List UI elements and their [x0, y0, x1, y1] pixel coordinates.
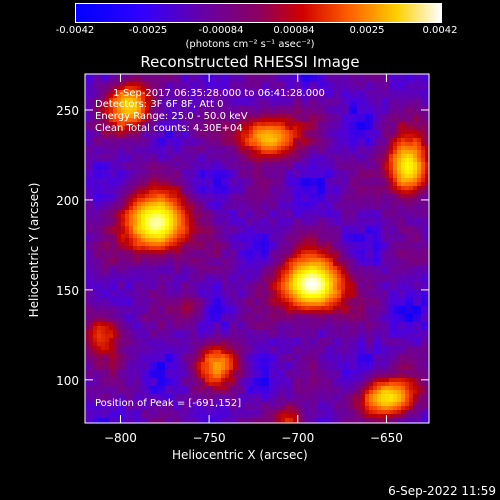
colorbar-gradient [76, 4, 441, 22]
y-tick-label: 250 [56, 104, 79, 118]
annotation-energy: Energy Range: 25.0 - 50.0 keV [95, 111, 248, 122]
heatmap-cells [85, 74, 429, 423]
colorbar-tick-label: 0.0042 [422, 25, 458, 36]
colorbar-tick-label: -0.0042 [55, 25, 95, 36]
x-tick-label: −800 [104, 431, 137, 445]
y-axis-title: Heliocentric Y (arcsec) [27, 182, 41, 318]
x-axis-title: Heliocentric X (arcsec) [172, 448, 308, 462]
annotation-clean: Clean Total counts: 4.30E+04 [95, 123, 243, 134]
colorbar-tick-label: 0.00084 [273, 25, 315, 36]
colorbar-tick-label: -0.00084 [198, 25, 244, 36]
plot-frame [84, 73, 430, 424]
axis-ticks: −800 −750 −700 −650 100 150 200 250 [56, 74, 429, 445]
annotation-time-range: 1-Sep-2017 06:35:28.000 to 06:41:28.000 [113, 88, 325, 99]
annotation-peak-position: Position of Peak = [-691,152] [95, 398, 242, 409]
y-tick-label: 200 [56, 194, 79, 208]
colorbar-unit-label: (photons cm⁻² s⁻¹ asec⁻²) [185, 39, 315, 50]
footer-timestamp: 6-Sep-2022 11:59 [388, 484, 496, 498]
chart-title: Reconstructed RHESSI Image [140, 53, 360, 71]
colorbar-tick-label: -0.0025 [128, 25, 168, 36]
colorbar-tick-label: 0.0025 [349, 25, 385, 36]
x-tick-label: −700 [281, 431, 314, 445]
x-tick-label: −750 [193, 431, 226, 445]
y-tick-label: 100 [56, 374, 79, 388]
annotation-detectors: Detectors: 3F 6F 8F, Att 0 [95, 99, 224, 110]
y-tick-label: 150 [56, 284, 79, 298]
colorbar [75, 3, 442, 23]
x-tick-label: −650 [370, 431, 403, 445]
